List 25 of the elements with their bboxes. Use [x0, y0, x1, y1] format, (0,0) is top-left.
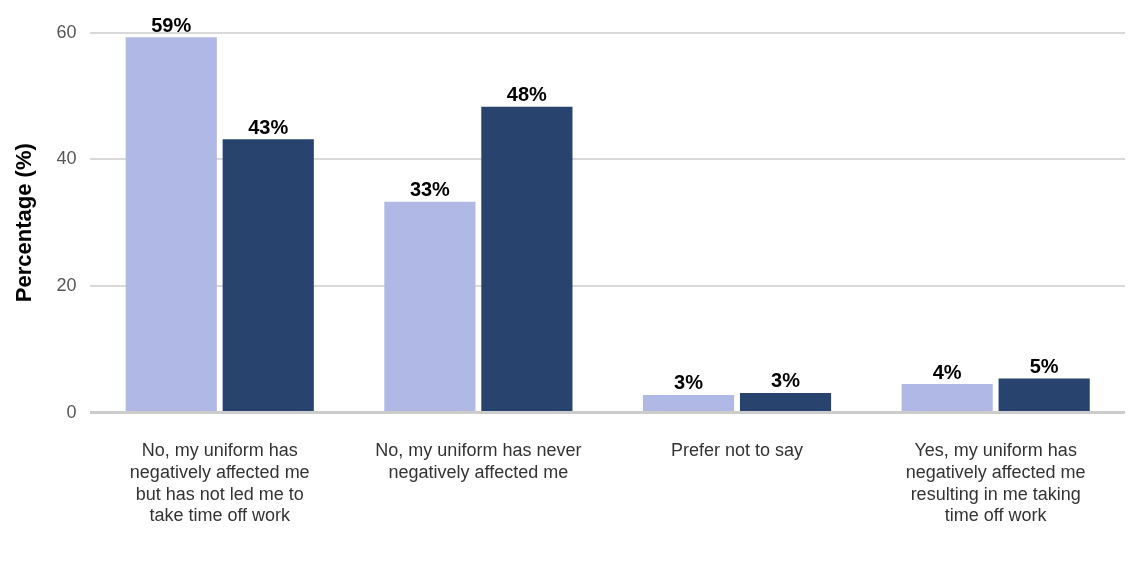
- y-tick-label: 40: [56, 148, 77, 169]
- bar: [384, 201, 476, 412]
- data-label: 4%: [932, 360, 962, 383]
- x-tick-label: Prefer not to say: [670, 440, 804, 461]
- data-label: 33%: [409, 178, 451, 201]
- x-tick-label: Yes, my uniform has negatively affected me resulting in me taking time off work: [905, 440, 1086, 526]
- bar: [642, 394, 735, 412]
- y-tick-label: 20: [56, 274, 77, 295]
- x-tick-label: No, my uniform has never negatively affected me: [375, 440, 582, 482]
- data-label: 5%: [1029, 354, 1059, 377]
- bar: [125, 37, 217, 412]
- data-label: 3%: [771, 369, 801, 392]
- x-tick-label: No, my uniform has negatively affected me but has not led me to take time off work: [129, 440, 310, 526]
- y-axis-title: Percentage (%): [11, 143, 37, 303]
- bar: [481, 106, 573, 412]
- bar: [998, 378, 1090, 412]
- data-label: 48%: [506, 83, 548, 106]
- y-tick-label: 0: [66, 401, 77, 422]
- bar: [739, 392, 832, 412]
- data-label: 43%: [248, 115, 289, 138]
- bar: [222, 139, 314, 412]
- data-label: 59%: [151, 13, 192, 36]
- data-label: 3%: [674, 371, 704, 394]
- y-tick-label: 60: [56, 21, 77, 42]
- bar: [901, 384, 993, 412]
